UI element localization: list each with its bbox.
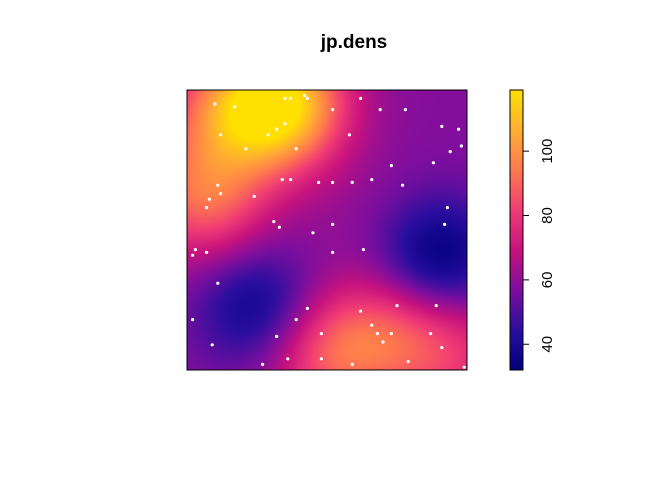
data-point	[213, 102, 217, 106]
data-point	[193, 248, 197, 252]
density-heatmap	[187, 90, 467, 370]
data-point	[191, 253, 195, 257]
data-point	[370, 178, 374, 182]
data-point	[462, 365, 466, 369]
data-point	[294, 147, 298, 151]
data-point	[457, 127, 461, 131]
data-point	[440, 346, 444, 350]
data-point	[266, 133, 270, 137]
data-point	[448, 150, 452, 154]
data-point	[277, 225, 281, 229]
data-point	[350, 180, 354, 184]
data-point	[406, 360, 410, 364]
data-point	[331, 180, 335, 184]
colorbar-gradient	[509, 89, 524, 371]
data-point	[431, 161, 435, 165]
data-point	[319, 357, 323, 361]
data-point	[216, 281, 220, 285]
data-point	[205, 206, 209, 210]
data-point	[216, 183, 220, 187]
colorbar-tick-label: 100	[539, 139, 556, 164]
data-point	[210, 343, 214, 347]
colorbar: 40 60 80 100	[509, 89, 556, 371]
data-point	[305, 306, 309, 310]
data-point	[331, 250, 335, 254]
data-point	[272, 220, 276, 224]
data-point	[303, 94, 307, 98]
data-point	[389, 164, 393, 168]
colorbar-tick-label: 60	[539, 272, 556, 289]
data-point	[252, 194, 256, 198]
data-point	[219, 133, 223, 137]
data-point	[395, 304, 399, 308]
data-point	[311, 231, 315, 235]
data-point	[429, 332, 433, 336]
data-point	[207, 197, 211, 201]
data-point	[347, 133, 351, 137]
data-point	[289, 178, 293, 182]
data-point	[443, 222, 447, 226]
points-layer	[191, 94, 466, 369]
chart-title: jp.dens	[320, 32, 388, 53]
data-point	[305, 96, 309, 100]
data-point	[233, 105, 237, 109]
data-point	[350, 362, 354, 366]
data-point	[403, 108, 407, 112]
colorbar-tick-label: 80	[539, 207, 556, 224]
data-point	[375, 332, 379, 336]
data-point	[219, 192, 223, 196]
data-point	[370, 323, 374, 327]
data-point	[283, 122, 287, 126]
data-point	[205, 250, 209, 254]
colorbar-tick-label: 40	[539, 336, 556, 353]
data-point	[331, 222, 335, 226]
data-point	[286, 357, 290, 361]
data-point	[381, 340, 385, 344]
data-point	[275, 127, 279, 131]
data-point	[280, 178, 284, 182]
data-point	[440, 124, 444, 128]
data-point	[459, 144, 463, 148]
data-point	[378, 108, 382, 112]
colorbar-ticks: 40 60 80 100	[523, 139, 556, 353]
data-point	[359, 309, 363, 313]
data-point	[317, 180, 321, 184]
data-point	[294, 318, 298, 322]
data-point	[331, 108, 335, 112]
data-point	[283, 96, 287, 100]
data-point	[319, 332, 323, 336]
data-point	[244, 147, 248, 151]
data-point	[359, 96, 363, 100]
data-point	[261, 362, 265, 366]
data-point	[289, 96, 293, 100]
data-point	[191, 318, 195, 322]
data-point	[434, 304, 438, 308]
data-point	[401, 183, 405, 187]
data-point	[361, 248, 365, 252]
data-point	[389, 332, 393, 336]
data-point	[445, 206, 449, 210]
plot-frame	[186, 89, 468, 371]
data-point	[275, 334, 279, 338]
plot-area	[186, 89, 468, 371]
